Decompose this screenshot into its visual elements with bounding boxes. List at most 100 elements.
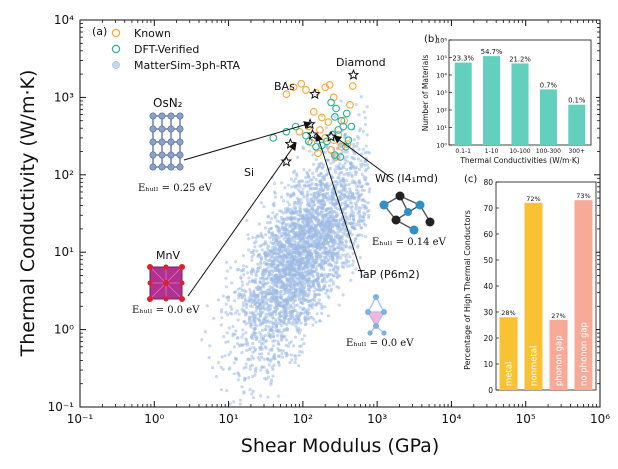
inset-c-bar-label: 28% bbox=[501, 309, 515, 317]
mattersim-point bbox=[280, 217, 284, 221]
mattersim-point bbox=[354, 267, 358, 271]
mattersim-point bbox=[270, 311, 274, 315]
mattersim-point bbox=[327, 197, 331, 201]
mattersim-point bbox=[317, 298, 321, 302]
mattersim-point bbox=[207, 356, 211, 360]
mattersim-point bbox=[315, 301, 319, 305]
mattersim-point bbox=[298, 293, 302, 297]
mattersim-point bbox=[242, 273, 246, 277]
mattersim-point bbox=[315, 196, 319, 200]
mattersim-point bbox=[282, 321, 286, 325]
mattersim-point bbox=[250, 258, 254, 262]
mattersim-point bbox=[269, 254, 273, 258]
mattersim-point bbox=[250, 335, 254, 339]
mattersim-point bbox=[253, 299, 257, 303]
mattersim-point bbox=[265, 288, 269, 293]
mattersim-point bbox=[298, 344, 302, 348]
x-tick-label: 10⁴ bbox=[441, 412, 461, 426]
mattersim-point bbox=[264, 324, 268, 328]
mattersim-point bbox=[312, 289, 316, 293]
mattersim-point bbox=[347, 182, 351, 187]
mattersim-point bbox=[242, 391, 246, 395]
mattersim-point bbox=[293, 360, 297, 365]
mattersim-point bbox=[263, 339, 267, 343]
mattersim-point bbox=[267, 334, 271, 338]
mattersim-point bbox=[344, 240, 348, 244]
mattersim-point bbox=[308, 211, 312, 216]
mattersim-point bbox=[290, 313, 294, 317]
mattersim-point bbox=[287, 273, 291, 277]
mattersim-point bbox=[299, 321, 303, 325]
mattersim-point bbox=[266, 395, 270, 399]
mattersim-point bbox=[341, 231, 346, 235]
mattersim-point bbox=[271, 344, 275, 348]
inset-c-category-label: phonon gap bbox=[555, 335, 565, 386]
mattersim-point bbox=[226, 298, 231, 302]
mattersim-point bbox=[338, 162, 342, 166]
mattersim-point bbox=[277, 227, 282, 231]
mattersim-point bbox=[267, 352, 271, 356]
mattersim-point bbox=[294, 236, 298, 240]
mattersim-point bbox=[304, 209, 308, 213]
mattersim-point bbox=[250, 301, 254, 305]
mattersim-point bbox=[349, 278, 353, 282]
mattersim-point bbox=[355, 134, 360, 139]
mattersim-point bbox=[236, 378, 240, 382]
label-osn2: OsN₂ bbox=[153, 96, 183, 110]
mattersim-point bbox=[311, 171, 315, 176]
mattersim-point bbox=[351, 193, 355, 197]
mattersim-point bbox=[317, 284, 321, 288]
mattersim-point bbox=[301, 191, 305, 195]
inset-c-bar bbox=[574, 200, 593, 390]
mattersim-point bbox=[287, 264, 291, 268]
mattersim-point bbox=[344, 258, 348, 262]
mattersim-point bbox=[290, 358, 294, 362]
mattersim-point bbox=[232, 361, 236, 365]
mattersim-point bbox=[311, 153, 315, 157]
mattersim-point bbox=[283, 254, 287, 258]
mattersim-point bbox=[234, 311, 238, 315]
known-point bbox=[325, 81, 334, 89]
mattersim-point bbox=[313, 293, 317, 297]
mattersim-point bbox=[331, 258, 335, 262]
x-tick-label: 10² bbox=[293, 412, 313, 426]
mattersim-point bbox=[295, 174, 299, 178]
mattersim-point bbox=[263, 307, 267, 311]
mattersim-point bbox=[220, 308, 224, 312]
mattersim-point bbox=[316, 271, 320, 276]
mattersim-point bbox=[341, 243, 345, 247]
known-point bbox=[309, 108, 318, 116]
mattersim-point bbox=[348, 255, 352, 259]
mattersim-point bbox=[234, 329, 238, 333]
mattersim-point bbox=[345, 217, 349, 221]
mattersim-point bbox=[350, 201, 354, 205]
mattersim-point bbox=[343, 161, 347, 166]
mattersim-point bbox=[324, 220, 328, 224]
mattersim-point bbox=[244, 313, 248, 317]
mattersim-point bbox=[263, 233, 268, 237]
mattersim-point bbox=[298, 227, 302, 231]
mattersim-point bbox=[364, 144, 368, 148]
mattersim-point bbox=[294, 177, 298, 181]
mattersim-point bbox=[220, 355, 224, 359]
mattersim-point bbox=[327, 216, 331, 220]
mattersim-point bbox=[279, 333, 283, 337]
mattersim-point bbox=[307, 184, 311, 188]
legend-mattersim-label: MatterSim-3ph-RTA bbox=[134, 59, 241, 72]
mattersim-point bbox=[238, 398, 242, 402]
mattersim-point bbox=[339, 99, 343, 103]
mattersim-point bbox=[228, 366, 232, 370]
mattersim-point bbox=[307, 292, 311, 296]
mattersim-point bbox=[340, 253, 344, 257]
mattersim-point bbox=[255, 269, 259, 274]
mattersim-point bbox=[251, 356, 256, 360]
mattersim-point bbox=[278, 231, 282, 235]
mattersim-point bbox=[297, 180, 301, 184]
mattersim-point bbox=[349, 197, 353, 201]
mattersim-point bbox=[284, 248, 288, 253]
mattersim-point bbox=[342, 223, 346, 227]
mattersim-point bbox=[302, 342, 306, 346]
mattersim-point bbox=[355, 144, 359, 148]
mattersim-point bbox=[352, 221, 356, 225]
mattersim-point bbox=[308, 286, 312, 290]
